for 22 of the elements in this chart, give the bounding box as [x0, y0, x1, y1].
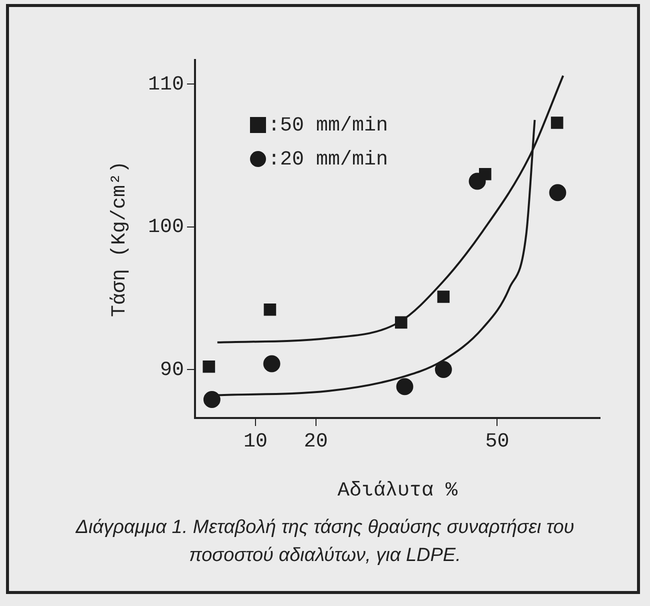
x-tick-label: 20	[304, 430, 328, 454]
point	[202, 360, 216, 373]
y-axis-title: Τάση (Kg/cm²)	[108, 160, 132, 318]
y-tick-label: 90	[160, 358, 184, 382]
point	[203, 390, 220, 408]
x-axis-title: Αδιάλυτα %	[337, 479, 459, 502]
point	[396, 378, 414, 396]
legend-label: :20 mm/min	[268, 148, 388, 172]
x-tick-label: 10	[243, 430, 268, 454]
point	[549, 184, 566, 202]
point	[263, 355, 280, 372]
x-tick-label: 50	[485, 430, 510, 454]
point	[478, 168, 492, 180]
y-tick-label: 100	[148, 216, 184, 240]
point	[434, 361, 452, 378]
text: Διάγραμμα 1. Μεταβολή της τάσης θραύσης συναρτήσει του ποσοστού αδιαλύτων, για LDPE.	[74, 516, 574, 566]
legend-label: :50 mm/min	[268, 114, 388, 138]
point	[437, 290, 450, 303]
y-tick-label: 110	[148, 74, 184, 97]
point	[550, 116, 564, 129]
point	[264, 303, 276, 316]
point	[394, 316, 408, 329]
